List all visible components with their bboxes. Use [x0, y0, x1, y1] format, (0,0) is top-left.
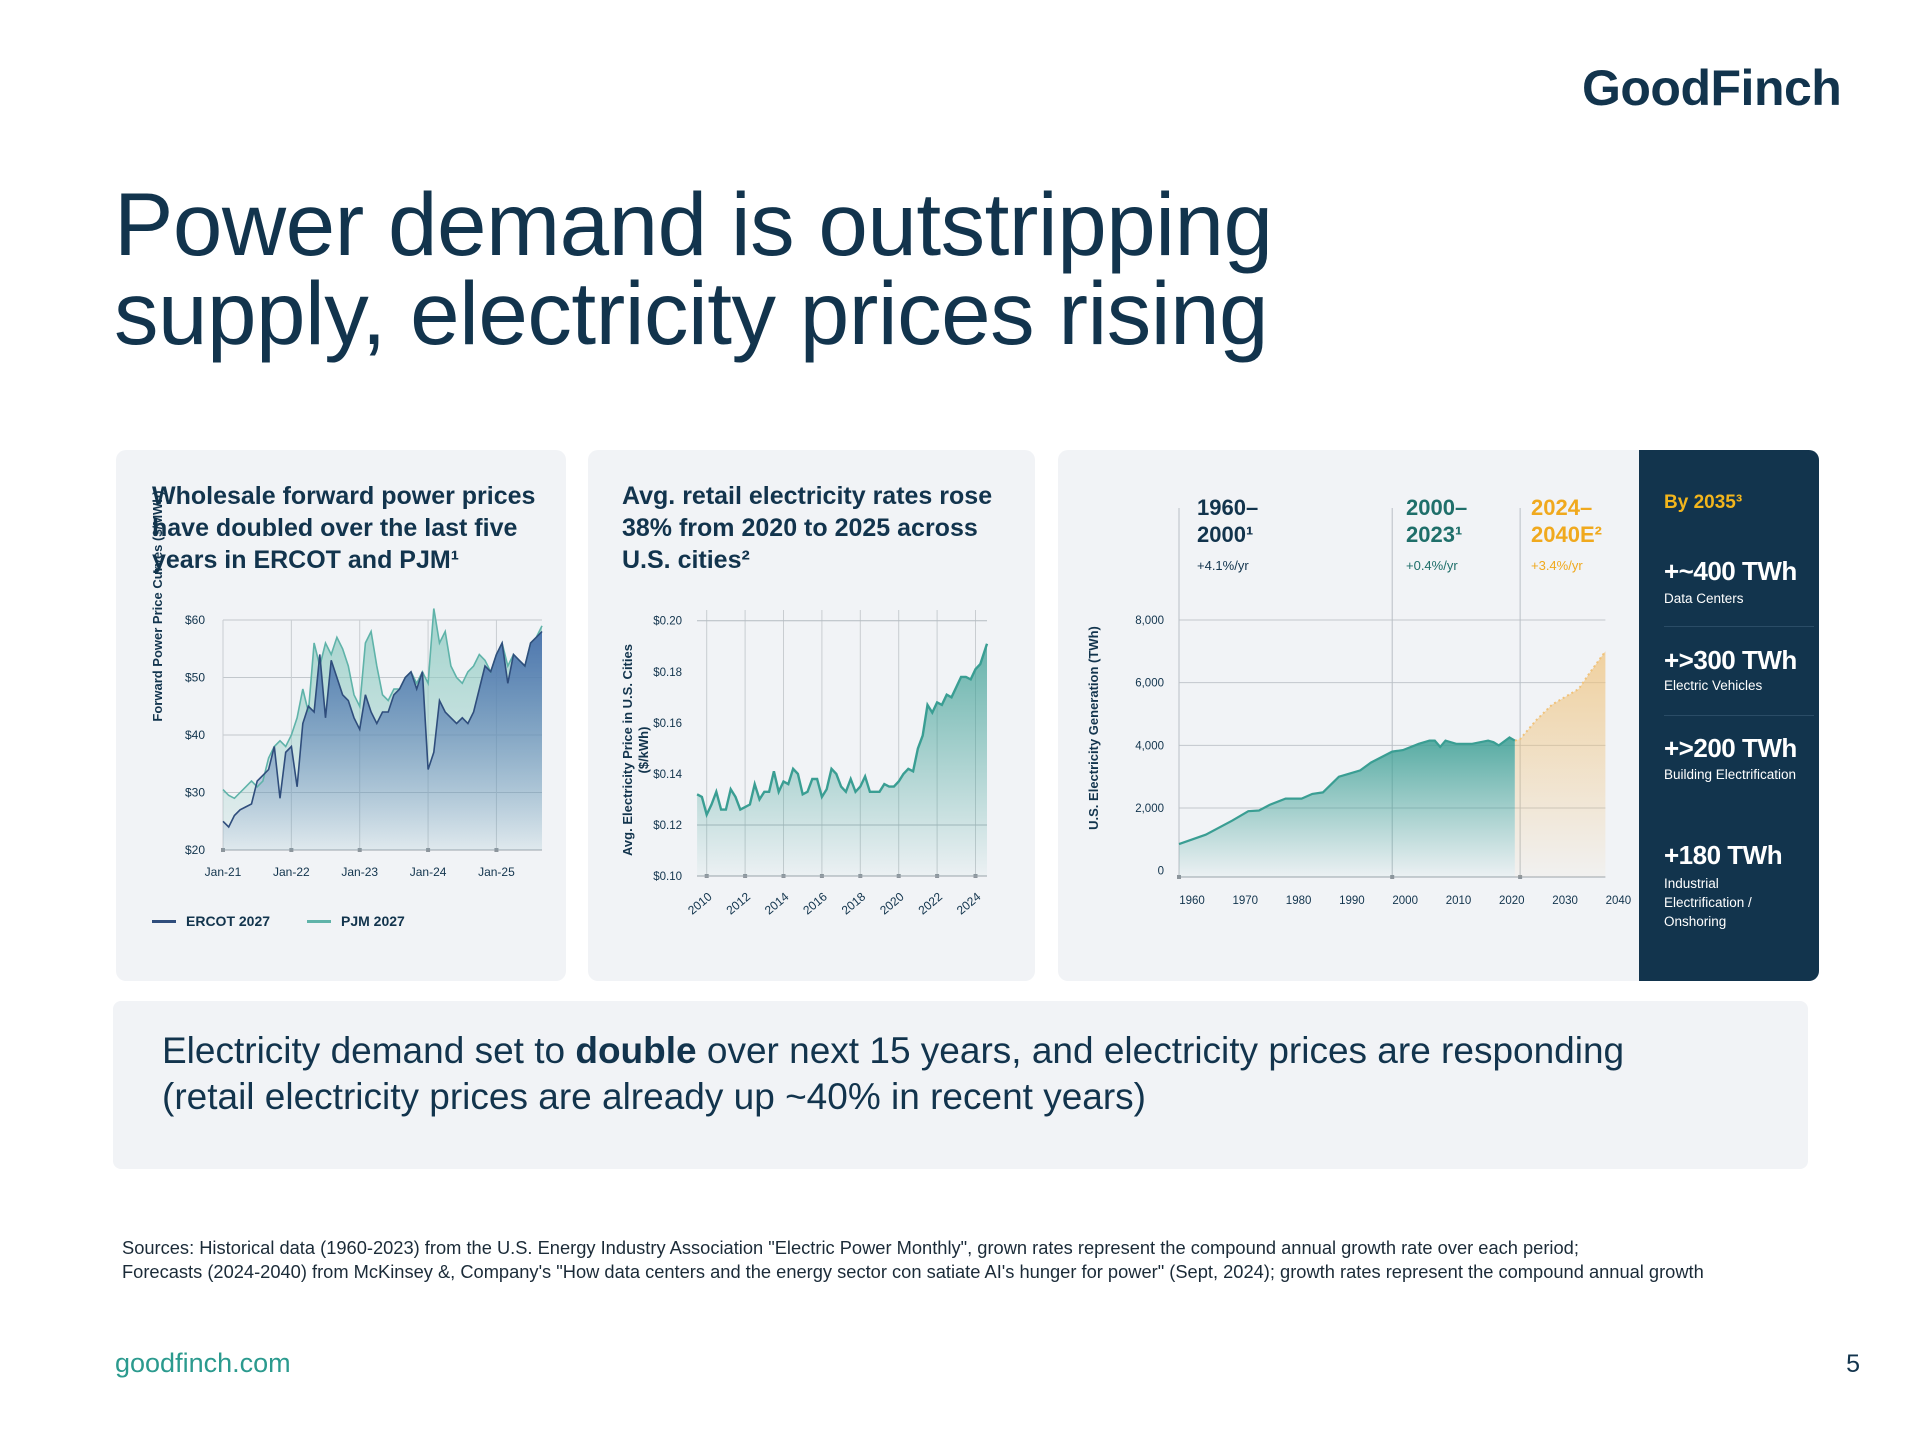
building-electrification-value: +>200 TWh — [1664, 733, 1797, 763]
logo-wordmark: GoodFinch — [1582, 60, 1842, 116]
page-number: 5 — [1846, 1350, 1860, 1378]
side-divider — [1664, 626, 1814, 627]
title-line-2: supply, electricity prices rising — [114, 263, 1269, 363]
generation-x-tick-label: 1980 — [1286, 895, 1312, 907]
growth-1960-2000: +4.1%/yr — [1197, 558, 1249, 573]
period-label-1960-2000: 1960– 2000¹ — [1197, 494, 1258, 548]
growth-2024-2040: +3.4%/yr — [1531, 558, 1583, 573]
retail-chart-title: Avg. retail electricity rates rose 38% f… — [622, 482, 993, 574]
industrial-label: Industrial Electrification / Onshoring — [1664, 874, 1824, 931]
industrial-label-line-1: Industrial — [1664, 876, 1719, 891]
ercot-area — [223, 631, 542, 850]
sources-footnote: Sources: Historical data (1960-2023) fro… — [122, 1236, 1842, 1284]
period-label-2000-2023: 2000– 2023¹ — [1406, 494, 1467, 548]
period-2-line-2: 2023¹ — [1406, 522, 1463, 547]
page-title: Power demand is outstripping supply, ele… — [114, 180, 1273, 358]
key-takeaway-banner — [113, 1001, 1808, 1169]
generation-y-tick-label: 2,000 — [1135, 803, 1164, 815]
wholesale-y-tick-label: $50 — [185, 671, 205, 685]
legend-pjm: PJM 2027 — [307, 913, 405, 929]
sources-line-1: Sources: Historical data (1960-2023) fro… — [122, 1237, 1579, 1258]
takeaway-text-line-2: (retail electricity prices are already u… — [162, 1076, 1147, 1117]
period-3-line-2: 2040E² — [1531, 522, 1602, 547]
generation-x-tick-label: 2010 — [1446, 895, 1472, 907]
ercot-line — [222, 630, 543, 829]
retail-x-tick-label: 2018 — [839, 889, 869, 917]
wholesale-x-tick-label: Jan-24 — [410, 865, 447, 879]
historical-area — [1179, 737, 1515, 877]
legend-ercot: ERCOT 2027 — [152, 913, 270, 929]
generation-x-tick-label: 2040 — [1606, 895, 1632, 907]
generation-y-tick-label: 8,000 — [1135, 615, 1164, 627]
retail-y-tick-label: $0.12 — [653, 820, 682, 832]
retail-x-tick-label: 2024 — [954, 889, 984, 917]
retail-y-tick-label: $0.16 — [653, 718, 682, 730]
period-1-line-1: 1960– — [1197, 495, 1259, 520]
period-3-line-1: 2024– — [1531, 495, 1593, 520]
retail-y-tick-label: $0.10 — [653, 871, 682, 883]
wholesale-x-tick-label: Jan-25 — [478, 865, 515, 879]
historical-line — [1178, 736, 1516, 846]
electric-vehicles-label: Electric Vehicles — [1664, 678, 1763, 693]
takeaway-text-start: Electricity demand set to — [162, 1030, 576, 1071]
wholesale-y-tick-label: $40 — [185, 728, 205, 742]
title-line-1: Power demand is outstripping — [114, 174, 1273, 274]
retail-x-tick-label: 2016 — [800, 889, 830, 917]
sources-line-2: Forecasts (2024-2040) from McKinsey &, C… — [122, 1261, 1704, 1282]
growth-2000-2023: +0.4%/yr — [1406, 558, 1458, 573]
retail-x-tick-label: 2020 — [877, 889, 907, 917]
takeaway-text-end: over next 15 years, and electricity pric… — [696, 1030, 1625, 1071]
footer-website-link[interactable]: goodfinch.com — [115, 1348, 291, 1378]
retail-x-tick-label: 2022 — [916, 889, 946, 917]
industrial-label-line-2: Electrification / — [1664, 895, 1752, 910]
data-centers-label: Data Centers — [1664, 591, 1744, 606]
retail-x-tick-label: 2010 — [685, 889, 715, 917]
generation-x-tick-label: 2020 — [1499, 895, 1525, 907]
retail-x-tick-label: 2014 — [762, 889, 792, 917]
period-2-line-1: 2000– — [1406, 495, 1468, 520]
generation-x-tick-label: 1990 — [1339, 895, 1365, 907]
retail-y-tick-label: $0.14 — [653, 769, 682, 781]
wholesale-chart-title: Wholesale forward power prices have doub… — [152, 482, 536, 574]
generation-x-tick-label: 1960 — [1179, 895, 1205, 907]
electric-vehicles-value: +>300 TWh — [1664, 645, 1797, 675]
forecast-area — [1514, 651, 1606, 877]
generation-y-tick-label: 0 — [1158, 866, 1164, 878]
generation-x-tick-label: 1970 — [1233, 895, 1259, 907]
pjm-swatch — [307, 919, 331, 923]
legend-pjm-label: PJM 2027 — [341, 913, 405, 929]
wholesale-y-tick-label: $30 — [185, 786, 205, 800]
retail-price-line — [696, 643, 989, 819]
period-label-2024-2040: 2024– 2040E² — [1531, 494, 1602, 548]
goodfinch-logo: GoodFinch — [1582, 60, 1842, 116]
side-panel-heading: By 2035³ — [1664, 492, 1743, 513]
retail-price-area — [697, 643, 987, 876]
key-takeaway-text: Electricity demand set to double over ne… — [162, 1028, 1782, 1120]
takeaway-emphasis: double — [575, 1030, 697, 1071]
industrial-label-line-3: Onshoring — [1664, 914, 1727, 929]
side-divider — [1664, 715, 1814, 716]
retail-y-tick-label: $0.18 — [653, 667, 682, 679]
forecast-line — [1514, 650, 1607, 742]
data-centers-value: +~400 TWh — [1664, 556, 1797, 586]
wholesale-x-tick-label: Jan-23 — [341, 865, 378, 879]
wholesale-x-tick-label: Jan-22 — [273, 865, 310, 879]
generation-y-tick-label: 4,000 — [1135, 740, 1164, 752]
period-1-line-2: 2000¹ — [1197, 522, 1254, 547]
pjm-line — [222, 608, 543, 800]
wholesale-y-tick-label: $60 — [185, 613, 205, 627]
industrial-value: +180 TWh — [1664, 840, 1783, 870]
retail-y-tick-label: $0.20 — [653, 616, 682, 628]
retail-x-tick-label: 2012 — [724, 889, 754, 917]
wholesale-y-tick-label: $20 — [185, 843, 205, 857]
legend-ercot-label: ERCOT 2027 — [186, 913, 271, 929]
generation-x-tick-label: 2000 — [1392, 895, 1418, 907]
generation-x-tick-label: 2030 — [1552, 895, 1578, 907]
generation-y-tick-label: 6,000 — [1135, 678, 1164, 690]
wholesale-x-tick-label: Jan-21 — [205, 865, 242, 879]
building-electrification-label: Building Electrification — [1664, 767, 1797, 782]
ercot-swatch — [152, 919, 176, 923]
